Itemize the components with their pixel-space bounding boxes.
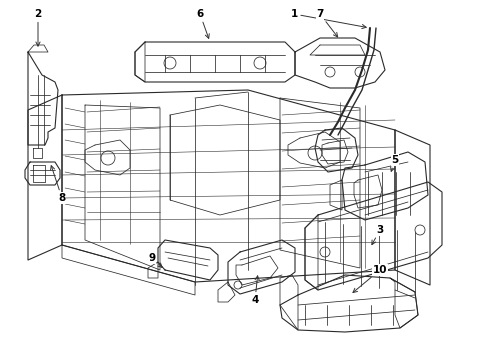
Text: 7: 7 <box>316 9 337 37</box>
Text: 10: 10 <box>352 265 386 293</box>
Text: 3: 3 <box>371 225 383 245</box>
Text: 4: 4 <box>251 276 259 305</box>
Text: 1: 1 <box>290 9 366 28</box>
Text: 5: 5 <box>390 155 398 171</box>
Text: 9: 9 <box>148 253 162 267</box>
Text: 8: 8 <box>50 166 65 203</box>
Text: 2: 2 <box>34 9 41 46</box>
Text: 6: 6 <box>196 9 209 39</box>
